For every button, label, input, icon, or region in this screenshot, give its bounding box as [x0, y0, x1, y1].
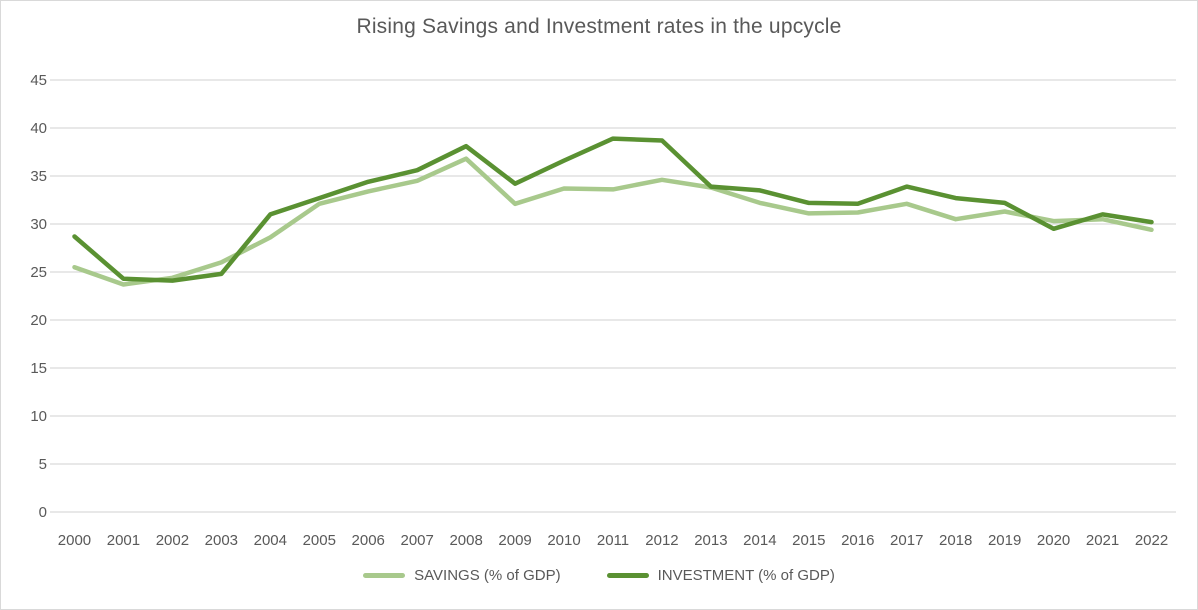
y-axis-tick-label: 5 — [39, 456, 47, 473]
x-axis-tick-label: 2005 — [303, 532, 336, 549]
chart-title: Rising Savings and Investment rates in t… — [356, 15, 842, 38]
x-axis-tick-label: 2014 — [743, 532, 776, 549]
y-axis-tick-label: 10 — [30, 408, 47, 425]
x-axis-tick-label: 2004 — [254, 532, 287, 549]
x-axis-tick-label: 2011 — [597, 532, 629, 549]
y-axis-tick-label: 25 — [30, 264, 47, 281]
x-axis-tick-label: 2003 — [205, 532, 238, 549]
x-axis-tick-label: 2019 — [988, 532, 1021, 549]
x-axis-tick-label: 2012 — [645, 532, 678, 549]
x-axis-tick-label: 2008 — [449, 532, 482, 549]
x-axis-tick-label: 2006 — [352, 532, 385, 549]
y-axis-tick-label: 0 — [39, 504, 47, 521]
y-axis-tick-label: 20 — [30, 312, 47, 329]
x-axis-tick-label: 2022 — [1135, 532, 1168, 549]
x-axis-tick-label: 2015 — [792, 532, 825, 549]
savings-series-line — [72, 156, 1154, 287]
legend-label-investment: INVESTMENT (% of GDP) — [657, 567, 835, 584]
x-axis-tick-label: 2002 — [156, 532, 189, 549]
x-axis-tick-label: 2001 — [107, 532, 140, 549]
investment-line-swatch — [606, 573, 649, 578]
x-axis-tick-label: 2013 — [694, 532, 727, 549]
legend-label-savings: SAVINGS (% of GDP) — [414, 567, 561, 584]
y-axis-tick-label: 40 — [30, 120, 47, 137]
x-axis-tick-label: 2000 — [58, 532, 91, 549]
x-axis-tick-label: 2021 — [1086, 532, 1119, 549]
x-axis-tick-label: 2018 — [939, 532, 972, 549]
x-axis-tick-label: 2007 — [400, 532, 433, 549]
y-axis-tick-label: 30 — [30, 216, 47, 233]
y-axis-tick-label: 15 — [30, 360, 47, 377]
investment-series-line — [72, 136, 1154, 283]
x-axis-tick-label: 2017 — [890, 532, 923, 549]
y-axis-tick-label: 35 — [30, 168, 47, 185]
legend-item-investment: INVESTMENT (% of GDP) — [606, 567, 835, 584]
x-axis-tick-label: 2020 — [1037, 532, 1070, 549]
x-axis-tick-label: 2010 — [547, 532, 580, 549]
x-axis-tick-label: 2009 — [498, 532, 531, 549]
y-axis-tick-label: 45 — [30, 72, 47, 89]
savings-line-swatch — [363, 573, 406, 578]
x-axis-tick-label: 2016 — [841, 532, 874, 549]
chart-legend: SAVINGS (% of GDP) INVESTMENT (% of GDP) — [1, 567, 1197, 584]
legend-item-savings: SAVINGS (% of GDP) — [363, 567, 561, 584]
